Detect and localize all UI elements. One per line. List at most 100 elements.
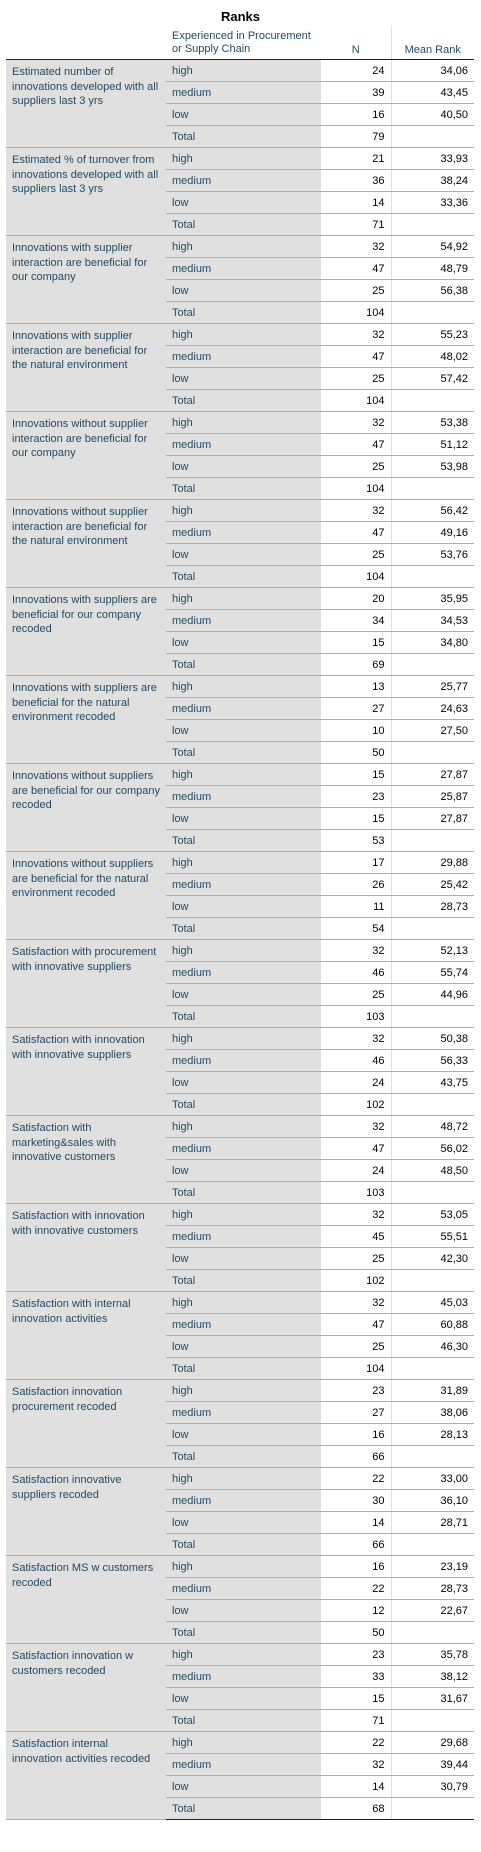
table-row: Total 104 xyxy=(6,389,474,412)
group-label: Total xyxy=(166,1797,321,1820)
group-label: high xyxy=(166,763,321,786)
table-row: low 15 27,87 xyxy=(6,807,474,830)
mean-rank-value: 42,30 xyxy=(390,1247,474,1270)
n-value: 16 xyxy=(321,1423,391,1446)
ranks-body: Estimated number of innovations develope… xyxy=(6,59,474,1820)
variable-label: Innovations with suppliers are beneficia… xyxy=(6,675,166,764)
variable-label: Satisfaction with innovation with innova… xyxy=(6,1203,166,1292)
n-value: 25 xyxy=(321,543,391,566)
group-label: medium xyxy=(166,257,321,280)
table-row: low 25 56,38 xyxy=(6,279,474,302)
n-value: 24 xyxy=(321,1159,391,1182)
n-value: 14 xyxy=(321,191,391,214)
table-row: low 12 22,67 xyxy=(6,1599,474,1622)
mean-rank-value: 57,42 xyxy=(390,367,474,390)
table-row: Satisfaction with internal innovation ac… xyxy=(6,1291,474,1380)
mean-rank-value: 48,72 xyxy=(390,1115,474,1138)
group-label: Total xyxy=(166,1093,321,1116)
n-value: 34 xyxy=(321,609,391,632)
n-value: 27 xyxy=(321,1401,391,1424)
n-value: 20 xyxy=(321,587,391,610)
mean-rank-value xyxy=(390,565,474,588)
mean-rank-value: 56,42 xyxy=(390,499,474,522)
group-label: medium xyxy=(166,785,321,808)
group-label: medium xyxy=(166,1401,321,1424)
mean-rank-value: 56,38 xyxy=(390,279,474,302)
table-row: Innovations without suppliers are benefi… xyxy=(6,763,474,852)
group-label: Total xyxy=(166,653,321,676)
group-label: high xyxy=(166,1467,321,1490)
group-label: low xyxy=(166,367,321,390)
table-row: Satisfaction innovation w customers reco… xyxy=(6,1643,474,1732)
group-label: medium xyxy=(166,1753,321,1776)
group-label: Total xyxy=(166,1269,321,1292)
mean-rank-value: 55,23 xyxy=(390,323,474,346)
mean-rank-value xyxy=(390,1533,474,1556)
header-group: Experienced in Procurement or Supply Cha… xyxy=(166,26,321,60)
table-row: Innovations with supplier interaction ar… xyxy=(6,235,474,324)
table-row: low 14 30,79 xyxy=(6,1775,474,1798)
group-label: medium xyxy=(166,169,321,192)
mean-rank-value: 30,79 xyxy=(390,1775,474,1798)
table-row: Total 66 xyxy=(6,1533,474,1556)
table-row: low 10 27,50 xyxy=(6,719,474,742)
mean-rank-value: 55,51 xyxy=(390,1225,474,1248)
table-row: medium 33 38,12 xyxy=(6,1665,474,1688)
mean-rank-value: 28,73 xyxy=(390,1577,474,1600)
table-row: Total 68 xyxy=(6,1797,474,1820)
group-label: low xyxy=(166,719,321,742)
table-row: low 25 53,98 xyxy=(6,455,474,478)
table-row: Satisfaction MS w customers recoded high 1… xyxy=(6,1555,474,1644)
n-value: 25 xyxy=(321,983,391,1006)
n-value: 102 xyxy=(321,1269,391,1292)
table-row: Total 103 xyxy=(6,1181,474,1204)
mean-rank-value xyxy=(390,125,474,148)
n-value: 32 xyxy=(321,1753,391,1776)
group-label: medium xyxy=(166,1313,321,1336)
group-label: low xyxy=(166,1071,321,1094)
table-row: Estimated number of innovations develope… xyxy=(6,59,474,148)
table-row: low 25 53,76 xyxy=(6,543,474,566)
n-value: 25 xyxy=(321,1247,391,1270)
group-label: medium xyxy=(166,1225,321,1248)
table-row: Total 104 xyxy=(6,565,474,588)
group-label: high xyxy=(166,323,321,346)
n-value: 39 xyxy=(321,81,391,104)
table-row: low 24 48,50 xyxy=(6,1159,474,1182)
n-value: 46 xyxy=(321,1049,391,1072)
n-value: 25 xyxy=(321,1335,391,1358)
mean-rank-value: 54,92 xyxy=(390,235,474,258)
group-label: Total xyxy=(166,565,321,588)
n-value: 66 xyxy=(321,1533,391,1556)
group-label: Total xyxy=(166,301,321,324)
table-row: low 11 28,73 xyxy=(6,895,474,918)
table-row: Satisfaction with procurement with innov… xyxy=(6,939,474,1028)
mean-rank-value: 43,45 xyxy=(390,81,474,104)
group-label: Total xyxy=(166,917,321,940)
group-label: medium xyxy=(166,433,321,456)
table-row: medium 46 56,33 xyxy=(6,1049,474,1072)
n-value: 71 xyxy=(321,213,391,236)
table-row: medium 30 36,10 xyxy=(6,1489,474,1512)
group-label: low xyxy=(166,543,321,566)
mean-rank-value: 49,16 xyxy=(390,521,474,544)
n-value: 27 xyxy=(321,697,391,720)
group-label: medium xyxy=(166,873,321,896)
n-value: 25 xyxy=(321,455,391,478)
mean-rank-value: 35,78 xyxy=(390,1643,474,1666)
table-row: Satisfaction innovative suppliers recode… xyxy=(6,1467,474,1556)
group-label: low xyxy=(166,1159,321,1182)
n-value: 22 xyxy=(321,1467,391,1490)
variable-label: Innovations without suppliers are benefi… xyxy=(6,851,166,940)
n-value: 104 xyxy=(321,477,391,500)
group-label: high xyxy=(166,235,321,258)
n-value: 71 xyxy=(321,1709,391,1732)
group-label: Total xyxy=(166,1709,321,1732)
n-value: 32 xyxy=(321,939,391,962)
group-label: low xyxy=(166,631,321,654)
group-label: low xyxy=(166,1775,321,1798)
mean-rank-value: 45,03 xyxy=(390,1291,474,1314)
variable-label: Satisfaction MS w customers recoded xyxy=(6,1555,166,1644)
n-value: 47 xyxy=(321,1313,391,1336)
group-label: low xyxy=(166,455,321,478)
